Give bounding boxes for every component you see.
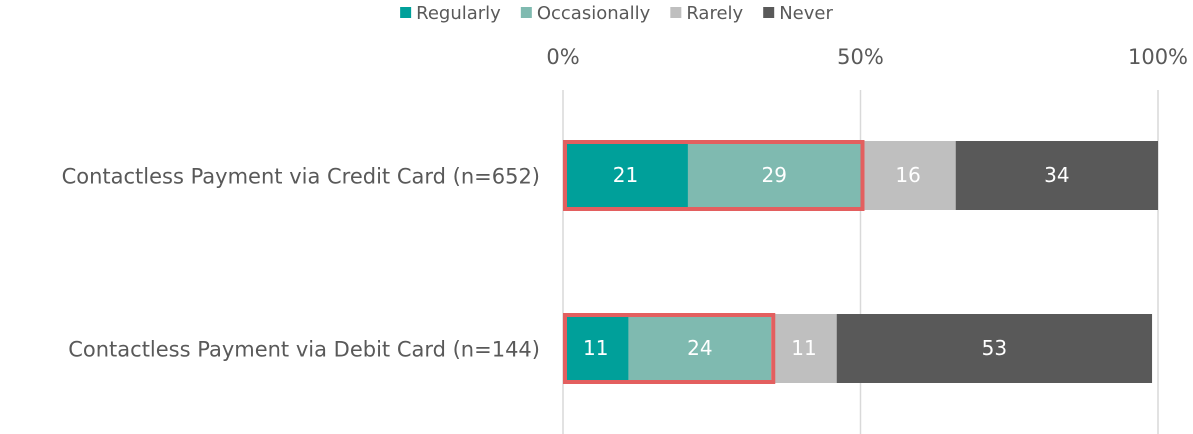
category-label: Contactless Payment via Credit Card (n=6…: [62, 165, 540, 189]
x-tick-label: 50%: [837, 45, 884, 69]
bar-segment: [836, 314, 1153, 383]
value-label: 21: [613, 163, 638, 187]
legend-swatch: [520, 7, 532, 18]
legend-label: Regularly: [416, 3, 501, 24]
bar-segment: [563, 314, 629, 383]
highlight-box: [563, 140, 865, 211]
x-tick-label: 0%: [546, 45, 579, 69]
bar-segment: [860, 141, 956, 210]
bar-segment: [687, 141, 861, 210]
value-label: 11: [791, 336, 816, 360]
bar-segment: [628, 314, 772, 383]
bar-segment: [771, 314, 837, 383]
legend-label: Rarely: [686, 3, 743, 24]
legend-label: Never: [779, 3, 833, 24]
legend-swatch: [670, 7, 682, 18]
bar-segment: [563, 141, 688, 210]
highlight-box: [563, 313, 776, 384]
bar-segment: [955, 141, 1158, 210]
value-label: 29: [761, 163, 786, 187]
legend-swatch: [763, 7, 775, 18]
legend-swatch: [400, 7, 412, 18]
value-label: 53: [982, 336, 1007, 360]
value-label: 34: [1044, 163, 1069, 187]
x-tick-label: 100%: [1128, 45, 1188, 69]
value-label: 24: [687, 336, 712, 360]
value-label: 11: [583, 336, 608, 360]
value-label: 16: [895, 163, 920, 187]
legend-label: Occasionally: [537, 3, 651, 24]
category-label: Contactless Payment via Debit Card (n=14…: [68, 338, 540, 362]
